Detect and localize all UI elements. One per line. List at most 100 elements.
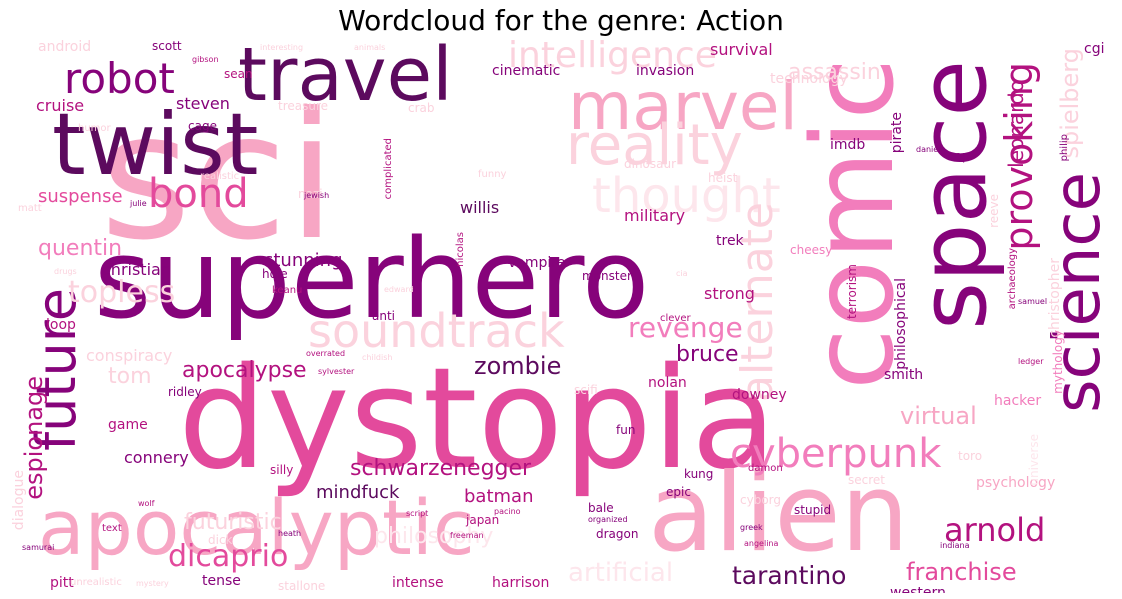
cloud-word-edward: edward — [384, 285, 414, 294]
cloud-word-soundtrack: soundtrack — [308, 304, 565, 358]
cloud-word-survival: survival — [710, 40, 773, 59]
cloud-word-dragon: dragon — [596, 527, 639, 541]
cloud-word-reality: reality — [566, 113, 743, 178]
cloud-word-overrated: overrated — [306, 349, 346, 358]
cloud-word-toro: toro — [958, 449, 983, 463]
cloud-word-thought: thought — [592, 168, 781, 224]
cloud-word-harrison: harrison — [492, 575, 550, 591]
cloud-word-julie: julie — [130, 199, 147, 208]
cloud-word-assassin: assassin — [788, 60, 881, 85]
cloud-word-terrorism: terrorism — [845, 264, 859, 320]
cloud-word-steven: steven — [176, 94, 230, 113]
cloud-word-christopher: christopher — [1047, 258, 1063, 338]
cloud-word-cyborg: cyborg — [740, 493, 781, 507]
cloud-word-heist: heist — [708, 171, 738, 185]
cloud-word-scifi: scifi — [574, 383, 598, 397]
cloud-word-intense: intense — [392, 575, 444, 591]
cloud-word-monster: monster — [582, 269, 632, 283]
cloud-word-greek: greek — [740, 523, 763, 532]
cloud-word-trek: trek — [716, 233, 744, 249]
cloud-word-western: western — [890, 585, 946, 593]
cloud-word-cheesy: cheesy — [790, 243, 833, 257]
cloud-word-kung: kung — [684, 467, 714, 481]
cloud-word-willis: willis — [460, 198, 500, 217]
cloud-word-conspiracy: conspiracy — [86, 346, 173, 365]
cloud-word-connery: connery — [124, 448, 189, 467]
cloud-word-gibson: gibson — [192, 55, 219, 64]
cloud-word-alien: alien — [648, 451, 910, 576]
cloud-word-cyberpunk: cyberpunk — [730, 431, 942, 477]
cloud-word-downey: downey — [732, 387, 787, 403]
cloud-word-zombie: zombie — [474, 352, 562, 380]
cloud-word-ridley: ridley — [168, 385, 202, 399]
cloud-word-organized: organized — [588, 515, 628, 524]
cloud-word-strong: strong — [704, 284, 755, 303]
cloud-word-stunning: stunning — [264, 250, 343, 271]
cloud-word-revenge: revenge — [628, 311, 743, 344]
cloud-word-batman: batman — [464, 486, 534, 507]
figure-title: Wordcloud for the genre: Action — [338, 4, 784, 37]
cloud-word-indiana: indiana — [940, 541, 970, 550]
cloud-word-universe: universe — [1027, 434, 1041, 486]
cloud-word-clever: clever — [660, 313, 691, 324]
cloud-word-artificial: artificial — [568, 558, 674, 588]
cloud-word-technology: technology — [770, 71, 848, 87]
cloud-word-japan: japan — [466, 513, 500, 527]
cloud-word-intelligence: intelligence — [508, 38, 717, 76]
cloud-word-bond: bond — [148, 171, 249, 217]
cloud-word-hole: hole — [262, 267, 288, 281]
cloud-word-pirate: pirate — [889, 112, 905, 154]
cloud-word-loop: loop — [46, 317, 76, 333]
cloud-word-interesting: interesting — [260, 43, 304, 52]
cloud-word-unrealistic: unrealistic — [70, 577, 122, 588]
cloud-word-nazi: nazi — [298, 187, 323, 201]
cloud-word-crab: crab — [408, 101, 435, 115]
cloud-word-tense: tense — [202, 573, 241, 589]
cloud-word-nolan: nolan — [648, 375, 687, 391]
cloud-word-drugs: drugs — [54, 267, 77, 276]
cloud-word-smith: smith — [884, 367, 924, 383]
cloud-word-cop: cop — [948, 149, 970, 163]
cloud-word-dicaprio: dicaprio — [168, 539, 289, 574]
cloud-word-damon: damon — [748, 463, 783, 474]
cloud-word-cia: cia — [676, 269, 688, 278]
cloud-word-suspense: suspense — [38, 186, 123, 207]
cloud-word-android: android — [38, 39, 92, 55]
cloud-word-mindfuck: mindfuck — [316, 482, 400, 503]
cloud-word-freeman: freeman — [450, 531, 484, 540]
cloud-word-cgi: cgi — [1084, 41, 1105, 57]
cloud-word-topless: topless — [68, 275, 176, 310]
cloud-word-quentin: quentin — [38, 236, 123, 261]
cloud-word-pacino: pacino — [494, 507, 521, 516]
cloud-word-apocalypse: apocalypse — [182, 358, 307, 383]
cloud-word-vampire: vampire — [508, 255, 566, 271]
cloud-word-psychology: psychology — [976, 475, 1056, 491]
cloud-word-superhero: superhero — [94, 215, 650, 343]
cloud-word-sylvester: sylvester — [318, 367, 355, 376]
cloud-word-imdb: imdb — [830, 137, 866, 153]
cloud-word-anti: anti — [372, 309, 395, 323]
cloud-word-bale: bale — [588, 501, 614, 515]
cloud-word-samuel: samuel — [1018, 297, 1048, 306]
cloud-word-funny: funny — [478, 169, 507, 180]
cloud-word-tarantino: tarantino — [732, 561, 847, 590]
cloud-word-samurai: samurai — [22, 543, 55, 552]
cloud-word-text: text — [102, 523, 122, 534]
cloud-word-humor: humor — [78, 123, 111, 134]
cloud-word-hacker: hacker — [994, 393, 1042, 409]
cloud-word-secret: secret — [848, 473, 885, 487]
cloud-word-dick: dick — [208, 533, 233, 547]
cloud-word-nicolas: nicolas — [455, 232, 466, 267]
cloud-word-silly: silly — [270, 463, 294, 477]
cloud-word-sci: sci — [100, 76, 337, 279]
cloud-word-complicated: complicated — [383, 138, 394, 200]
cloud-word-sean: sean — [224, 67, 253, 81]
cloud-word-jewish: jewish — [304, 191, 330, 200]
cloud-word-philosophical: philosophical — [893, 278, 909, 370]
cloud-word-dinosaur: dinosaur — [624, 157, 677, 171]
cloud-word-ledger: ledger — [1018, 357, 1044, 366]
cloud-word-apocalyptic: apocalyptic — [38, 483, 475, 572]
cloud-word-invasion: invasion — [636, 63, 695, 79]
cloud-word-twist: twist — [52, 95, 259, 195]
